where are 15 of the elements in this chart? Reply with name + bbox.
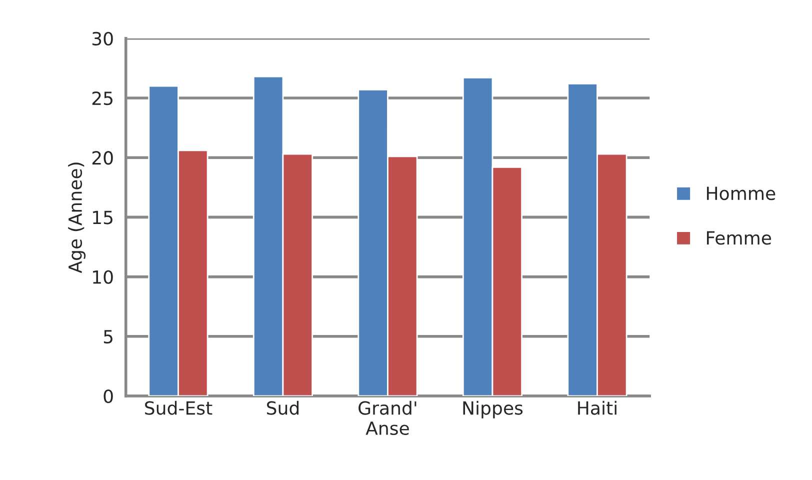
y-tick-label: 5 [104,330,112,344]
y-tick-label: 10 [93,270,113,284]
x-tick-label: Sud [266,400,299,415]
x-tick-label: Grand' Anse [358,400,416,436]
x-tick-label: Sud-Est [145,400,212,415]
y-tick-label: 15 [93,210,112,224]
y-tick-label: 20 [92,151,113,165]
y-tick-label: 25 [92,91,112,106]
x-tick-label: Nippes [463,400,523,418]
y-axis-title: Age (Annee) [68,162,86,274]
y-tick-label: 30 [92,32,113,46]
legend-label: Homme [706,186,776,200]
x-tick-label: Haiti [578,400,616,415]
y-tick-label: 0 [104,389,113,404]
legend-label: Femme [706,231,772,245]
